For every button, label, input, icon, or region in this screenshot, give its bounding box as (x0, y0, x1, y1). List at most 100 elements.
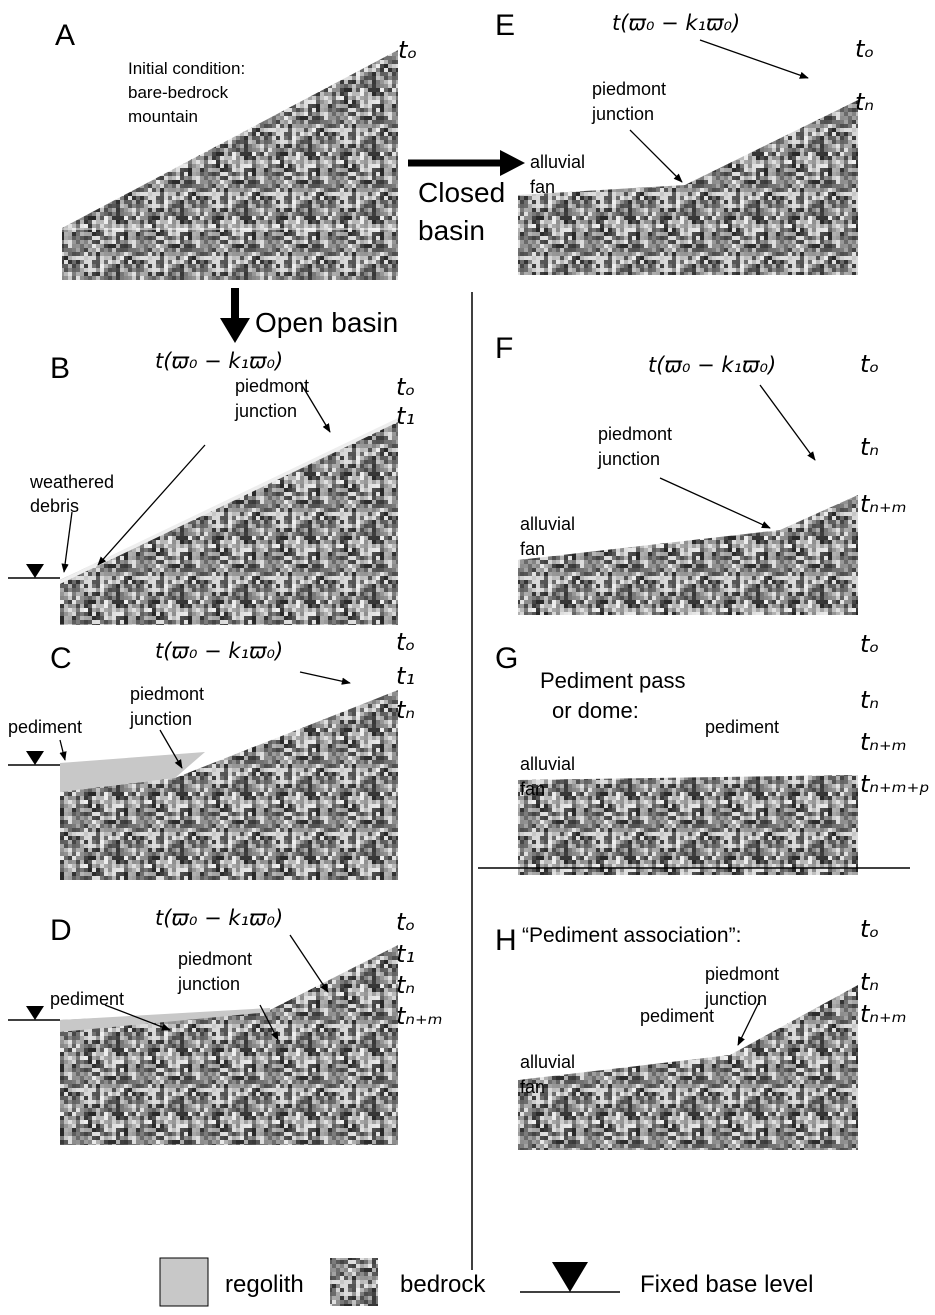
regolith (60, 752, 205, 792)
time-label: tₙ (860, 968, 879, 996)
time-label: tₒ (396, 908, 415, 936)
fan-label: fan (520, 779, 545, 799)
time-label: t₁ (396, 402, 415, 430)
heading: Pediment pass (540, 668, 686, 693)
formula: t(ϖ₀ − k₁ϖ₀) (155, 906, 283, 930)
fan-label: alluvial (520, 1052, 575, 1072)
junction-label: junction (704, 989, 767, 1009)
pointer (289, 934, 329, 993)
time-label: tₒ (855, 35, 874, 63)
time-label: tₒ (398, 36, 417, 64)
panel-label: H (495, 924, 517, 957)
time-label: tₙ₊ₘ (860, 490, 907, 518)
transition-label: Open basin (255, 307, 398, 338)
junction-label: piedmont (705, 964, 779, 984)
heading: or dome: (552, 698, 639, 723)
panel-label: G (495, 642, 518, 675)
bedrock (60, 690, 398, 880)
junction-label: piedmont (130, 684, 204, 704)
junction-label: junction (597, 449, 660, 469)
bedrock (518, 985, 858, 1150)
junction-label: junction (591, 104, 654, 124)
base-level-triangle (26, 751, 44, 765)
fan-label: alluvial (530, 152, 585, 172)
junction-label: junction (177, 974, 240, 994)
pointer (299, 671, 351, 685)
junction-label: piedmont (235, 376, 309, 396)
legend-label: Fixed base level (640, 1271, 813, 1298)
time-label: tₒ (396, 373, 415, 401)
note: Initial condition: (128, 59, 245, 78)
pediment-label: pediment (640, 1006, 714, 1026)
arrowhead (220, 318, 250, 343)
fan-label: alluvial (520, 754, 575, 774)
legend-base-triangle (552, 1262, 588, 1292)
fan-label: alluvial (520, 514, 575, 534)
formula: t(ϖ₀ − k₁ϖ₀) (155, 349, 283, 373)
transition-label: Closed (418, 177, 505, 208)
pointer (59, 739, 67, 761)
legend-bedrock-swatch (330, 1258, 378, 1306)
note: mountain (128, 107, 198, 126)
junction-label: piedmont (598, 424, 672, 444)
debris-label: weathered (29, 472, 114, 492)
pointer (699, 39, 809, 79)
base-level-triangle (26, 1006, 44, 1020)
heading: “Pediment association”: (522, 924, 741, 947)
bedrock (518, 495, 858, 615)
time-label: tₙ (855, 88, 874, 116)
pointer (299, 381, 331, 433)
bedrock (60, 945, 398, 1145)
fan-label: fan (520, 1077, 545, 1097)
time-label: tₙ₊ₘ₊ₚ (860, 770, 930, 798)
panel-label: B (50, 352, 70, 385)
pediment-label: pediment (705, 717, 779, 737)
bedrock (62, 50, 398, 280)
regolith (60, 1008, 270, 1032)
panel-label: E (495, 9, 515, 42)
pointer (629, 129, 683, 183)
base-level-triangle (26, 564, 44, 578)
legend-label: bedrock (400, 1271, 486, 1298)
time-label: tₙ₊ₘ (860, 728, 907, 756)
pediment-label: pediment (8, 717, 82, 737)
pointer (737, 999, 761, 1046)
junction-label: piedmont (178, 949, 252, 969)
pointer (659, 477, 771, 529)
time-label: tₙ (860, 433, 879, 461)
panel-label: F (495, 332, 513, 365)
formula: t(ϖ₀ − k₁ϖ₀) (155, 639, 283, 663)
time-label: t₁ (396, 662, 415, 690)
fan-label: fan (520, 539, 545, 559)
pediment-label: pediment (50, 989, 124, 1009)
panel-label: D (50, 914, 72, 947)
legend-regolith-swatch (159, 1257, 209, 1307)
regolith (60, 418, 398, 584)
arrowhead (500, 150, 525, 176)
bedrock (518, 775, 858, 875)
junction-label: junction (234, 401, 297, 421)
time-label: tₒ (860, 350, 879, 378)
bedrock (518, 100, 858, 275)
time-label: tₒ (860, 915, 879, 943)
time-label: tₒ (396, 628, 415, 656)
transition-label: basin (418, 215, 485, 246)
fan-label: fan (530, 177, 555, 197)
formula: t(ϖ₀ − k₁ϖ₀) (612, 11, 740, 35)
note: bare-bedrock (128, 83, 229, 102)
panel-label: C (50, 642, 72, 675)
formula: t(ϖ₀ − k₁ϖ₀) (648, 353, 776, 377)
time-label: t₁ (396, 940, 415, 968)
panel-label: A (55, 19, 75, 52)
time-label: tₙ (860, 686, 879, 714)
bedrock (60, 420, 398, 625)
pointer (759, 384, 816, 461)
junction-label: junction (129, 709, 192, 729)
debris-label: debris (30, 496, 79, 516)
pointer (159, 729, 183, 769)
legend-label: regolith (225, 1271, 304, 1298)
time-label: tₙ₊ₘ (860, 1000, 907, 1028)
time-label: tₙ₊ₘ (396, 1002, 443, 1030)
pointer (104, 1004, 171, 1031)
